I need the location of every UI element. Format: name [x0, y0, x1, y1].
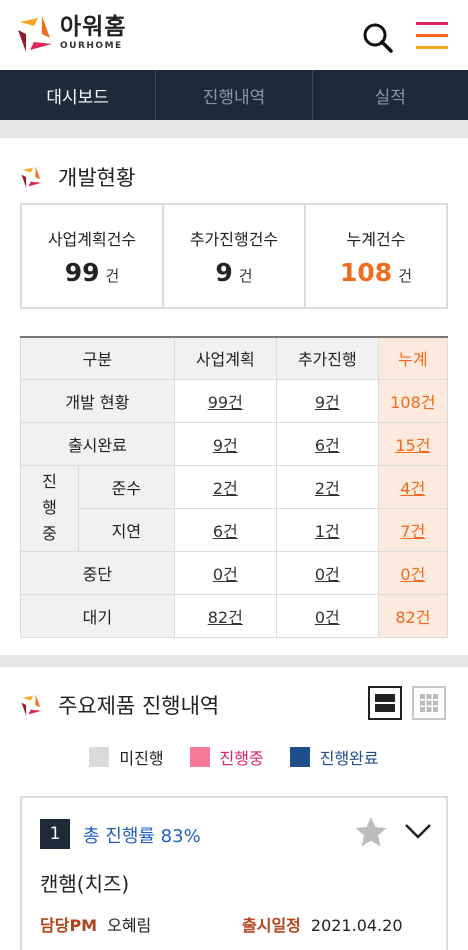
- list-view-button[interactable]: [368, 686, 402, 720]
- col-header-extra: 추가진행: [275, 336, 379, 380]
- legend-label: 미진행: [119, 749, 164, 768]
- cell-link[interactable]: 1건: [314, 521, 340, 541]
- section-divider: [0, 120, 468, 138]
- legend-swatch: [189, 747, 210, 767]
- row-label: 지연: [78, 507, 175, 552]
- cell-total: 82건: [377, 593, 449, 638]
- cell-link[interactable]: 4건: [400, 478, 426, 498]
- star-icon[interactable]: [354, 816, 388, 848]
- brand[interactable]: 아워홈 OURHOME: [60, 14, 126, 52]
- release-label: 출시일정: [242, 916, 301, 935]
- chevron-down-icon[interactable]: [404, 822, 432, 842]
- app-header: 아워홈 OURHOME: [0, 0, 468, 70]
- status-legend: 미진행 진행중 진행완료: [0, 745, 468, 769]
- cell-link[interactable]: 0건: [314, 564, 340, 584]
- card-progress-text: 총 진행률 83%: [83, 826, 201, 847]
- main-tabs: 대시보드 진행내역 실적: [0, 70, 468, 120]
- row-group-label: 진 행 중: [20, 464, 79, 552]
- summary-unit: 건: [238, 266, 253, 285]
- table-row: 출시완료 9건 6건 15건: [20, 421, 449, 466]
- summary-label: 누계건수: [346, 229, 406, 249]
- release-info: 출시일정 2021.04.20: [242, 912, 403, 936]
- summary-unit: 건: [398, 266, 412, 285]
- cell-link[interactable]: 99건: [207, 392, 243, 412]
- summary-total: 누계건수 108 건: [306, 205, 446, 307]
- cell-link[interactable]: 9건: [314, 392, 340, 412]
- search-icon[interactable]: [360, 20, 396, 56]
- legend-item: 진행중: [189, 745, 264, 769]
- ourhome-logo-icon[interactable]: [12, 12, 60, 56]
- summary-label: 사업계획건수: [47, 229, 137, 249]
- product-card[interactable]: 1 총 진행률 83% 캔햄(치즈) 담당PM 오혜림 출시일정 2021.04.2…: [20, 796, 448, 950]
- row-label: 개발 현황: [20, 378, 175, 423]
- grid-view-button[interactable]: [412, 686, 446, 720]
- legend-swatch: [289, 747, 310, 767]
- cell-link[interactable]: 7건: [400, 521, 426, 541]
- cell-link[interactable]: 15건: [395, 435, 431, 455]
- table-row: 대기 82건 0건 82건: [20, 593, 449, 638]
- section-divider: [0, 655, 468, 667]
- release-value: 2021.04.20: [310, 916, 403, 935]
- row-label: 준수: [78, 464, 175, 509]
- list-view-icon: [375, 694, 395, 712]
- pm-label: 담당PM: [40, 916, 98, 935]
- summary-label: 추가진행건수: [189, 229, 279, 249]
- products-heading: 주요제품 진행내역: [18, 690, 219, 720]
- cell-link[interactable]: 2건: [212, 478, 238, 498]
- table-row: 개발 현황 99건 9건 108건: [20, 378, 449, 423]
- table-row: 중단 0건 0건 0건: [20, 550, 449, 595]
- cell-link[interactable]: 9건: [212, 435, 238, 455]
- summary-extra: 추가진행건수 9 건: [164, 205, 306, 307]
- row-label: 대기: [20, 593, 175, 638]
- status-table: 구분 사업계획 추가진행 누계 개발 현황 99건 9건 108건 출시완료 9…: [20, 336, 449, 638]
- legend-item: 미진행: [89, 745, 164, 769]
- section-title: 개발현황: [58, 166, 136, 190]
- cell-link[interactable]: 0건: [212, 564, 238, 584]
- tab-dashboard[interactable]: 대시보드: [0, 70, 157, 120]
- summary-plan: 사업계획건수 99 건: [22, 205, 164, 307]
- table-header-row: 구분 사업계획 추가진행 누계: [20, 336, 449, 380]
- row-label: 출시완료: [20, 421, 175, 466]
- brand-name: 아워홈: [60, 14, 127, 40]
- col-header-plan: 사업계획: [173, 336, 277, 380]
- grid-view-icon: [420, 694, 438, 712]
- col-header-total: 누계: [377, 336, 449, 380]
- summary-box: 사업계획건수 99 건 추가진행건수 9 건 누계건수 108 건: [20, 203, 448, 309]
- summary-unit: 건: [105, 266, 120, 285]
- cell-link[interactable]: 0건: [314, 607, 340, 627]
- tab-progress-history[interactable]: 진행내역: [156, 70, 313, 120]
- tab-performance[interactable]: 실적: [374, 87, 406, 108]
- section-title: 주요제품 진행내역: [58, 694, 220, 718]
- brand-name-en: OURHOME: [60, 41, 123, 51]
- cell-link[interactable]: 0건: [400, 564, 426, 584]
- legend-label: 진행중: [219, 749, 264, 768]
- cell-link[interactable]: 82건: [207, 607, 243, 627]
- ourhome-mini-logo-icon: [21, 166, 42, 188]
- summary-value: 9: [215, 257, 233, 287]
- legend-item: 진행완료: [289, 745, 379, 769]
- legend-swatch: [89, 747, 110, 767]
- hamburger-menu-icon[interactable]: [414, 18, 450, 54]
- summary-value: 99: [64, 257, 100, 287]
- cell-link[interactable]: 6건: [314, 435, 340, 455]
- cell-link[interactable]: 6건: [212, 521, 238, 541]
- row-label: 중단: [20, 550, 175, 595]
- card-number-badge: 1: [40, 819, 70, 849]
- cell-total: 108건: [377, 378, 449, 423]
- table-row: 지연 6건 1건 7건: [21, 507, 449, 552]
- legend-label: 진행완료: [319, 749, 379, 768]
- col-header-category: 구분: [20, 336, 175, 380]
- development-status-heading: 개발현황: [18, 162, 135, 192]
- cell-link[interactable]: 2건: [314, 478, 340, 498]
- summary-value: 108: [340, 257, 393, 287]
- pm-info: 담당PM 오혜림: [40, 912, 151, 936]
- product-name: 캔햄(치즈): [40, 872, 130, 896]
- pm-value: 오혜림: [107, 916, 152, 935]
- ourhome-mini-logo-icon: [21, 694, 42, 716]
- table-row: 진 행 중 준수 2건 2건 4건: [20, 464, 449, 552]
